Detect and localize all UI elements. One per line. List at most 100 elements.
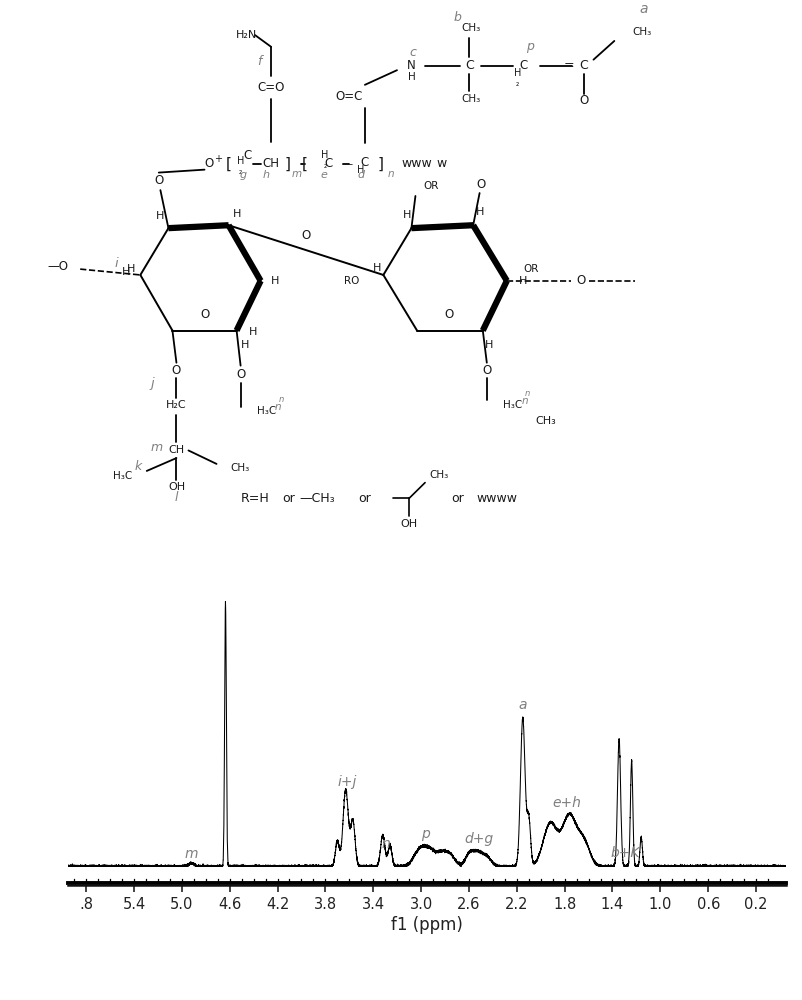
Text: —CH₃: —CH₃ (299, 492, 334, 505)
Text: O: O (476, 178, 486, 191)
Text: e: e (321, 170, 327, 180)
Text: or: or (282, 492, 295, 505)
Text: [: [ (302, 156, 308, 171)
Text: h: h (263, 170, 269, 180)
Text: =: = (564, 59, 574, 72)
Text: H: H (122, 267, 130, 277)
Text: ₂: ₂ (239, 167, 242, 176)
Text: O: O (236, 368, 245, 381)
Text: n: n (388, 169, 395, 179)
Text: n: n (382, 837, 391, 851)
Text: ]: ] (378, 156, 384, 171)
Text: H: H (513, 68, 521, 78)
Text: O: O (576, 274, 585, 287)
Text: n: n (521, 396, 528, 406)
Text: H: H (407, 72, 415, 82)
Text: CH: CH (168, 445, 184, 455)
Text: p: p (526, 40, 534, 53)
Text: H: H (249, 327, 257, 337)
X-axis label: f1 (ppm): f1 (ppm) (391, 916, 463, 934)
Text: —: — (342, 159, 353, 169)
Text: www: www (402, 157, 432, 170)
Text: H₃C: H₃C (257, 406, 276, 416)
Text: i: i (115, 257, 118, 270)
Text: C=O: C=O (257, 81, 285, 94)
Text: H: H (321, 150, 329, 160)
Text: H₂N: H₂N (236, 30, 257, 40)
Text: H₃C: H₃C (503, 400, 522, 410)
Text: d+g: d+g (464, 832, 493, 846)
Text: O: O (200, 308, 209, 321)
Text: CH₃: CH₃ (535, 416, 556, 426)
Text: m: m (184, 847, 198, 861)
Text: or: or (451, 492, 464, 505)
Text: O: O (579, 94, 589, 107)
Text: w: w (436, 157, 446, 170)
Text: CH₃: CH₃ (461, 23, 480, 33)
Text: C: C (520, 59, 528, 72)
Text: OR: OR (523, 264, 539, 274)
Text: e+h: e+h (553, 796, 581, 810)
Text: —O: —O (47, 260, 68, 273)
Text: OR: OR (423, 181, 439, 191)
Text: i+j: i+j (337, 775, 357, 789)
Text: CH₃: CH₃ (632, 27, 651, 37)
Text: H: H (156, 211, 164, 221)
Text: H₂C: H₂C (166, 400, 187, 410)
Text: b+K: b+K (611, 846, 641, 860)
Text: g: g (240, 170, 246, 180)
Text: C: C (361, 156, 369, 169)
Text: C: C (465, 59, 473, 72)
Text: OH: OH (400, 519, 418, 529)
Text: C: C (325, 157, 333, 170)
Text: O: O (204, 157, 213, 170)
Text: n: n (275, 402, 282, 412)
Text: H: H (271, 276, 279, 286)
Text: p: p (422, 827, 430, 841)
Text: [: [ (225, 156, 232, 171)
Text: O: O (444, 308, 454, 321)
Text: H: H (237, 156, 245, 166)
Text: H: H (403, 210, 411, 220)
Text: CH: CH (262, 157, 280, 170)
Text: CH₃: CH₃ (461, 94, 480, 104)
Text: H: H (127, 264, 135, 274)
Text: a: a (640, 2, 648, 16)
Text: d: d (358, 170, 364, 180)
Text: H₃C: H₃C (113, 471, 132, 481)
Text: O: O (154, 174, 164, 187)
Text: or: or (358, 492, 371, 505)
Text: a: a (519, 698, 527, 712)
Text: ₂: ₂ (323, 161, 326, 170)
Text: H: H (485, 340, 493, 350)
Text: O=C: O=C (335, 90, 363, 103)
Text: n: n (278, 395, 284, 404)
Text: b: b (453, 11, 461, 24)
Text: H: H (519, 276, 527, 286)
Text: O: O (302, 229, 310, 242)
Text: H: H (241, 340, 249, 350)
Text: C: C (243, 149, 251, 162)
Text: H: H (476, 207, 484, 217)
Text: c: c (410, 46, 416, 59)
Text: CH₃: CH₃ (430, 470, 449, 480)
Text: f: f (257, 55, 261, 68)
Text: CH₃: CH₃ (230, 463, 249, 473)
Text: j: j (151, 377, 154, 390)
Text: +: + (214, 154, 222, 164)
Text: m: m (292, 169, 302, 179)
Text: RO: RO (344, 276, 359, 286)
Text: ₂: ₂ (516, 79, 519, 88)
Text: k: k (135, 460, 142, 473)
Text: H: H (233, 209, 241, 219)
Text: wwww: wwww (476, 492, 518, 505)
Text: H: H (357, 165, 365, 175)
Text: N: N (407, 59, 415, 72)
Text: O: O (482, 364, 492, 377)
Text: m: m (150, 441, 163, 454)
Text: n: n (525, 389, 530, 398)
Text: OH: OH (168, 482, 185, 492)
Text: H: H (373, 263, 381, 273)
Text: l: l (175, 491, 178, 504)
Text: R=H: R=H (241, 492, 269, 505)
